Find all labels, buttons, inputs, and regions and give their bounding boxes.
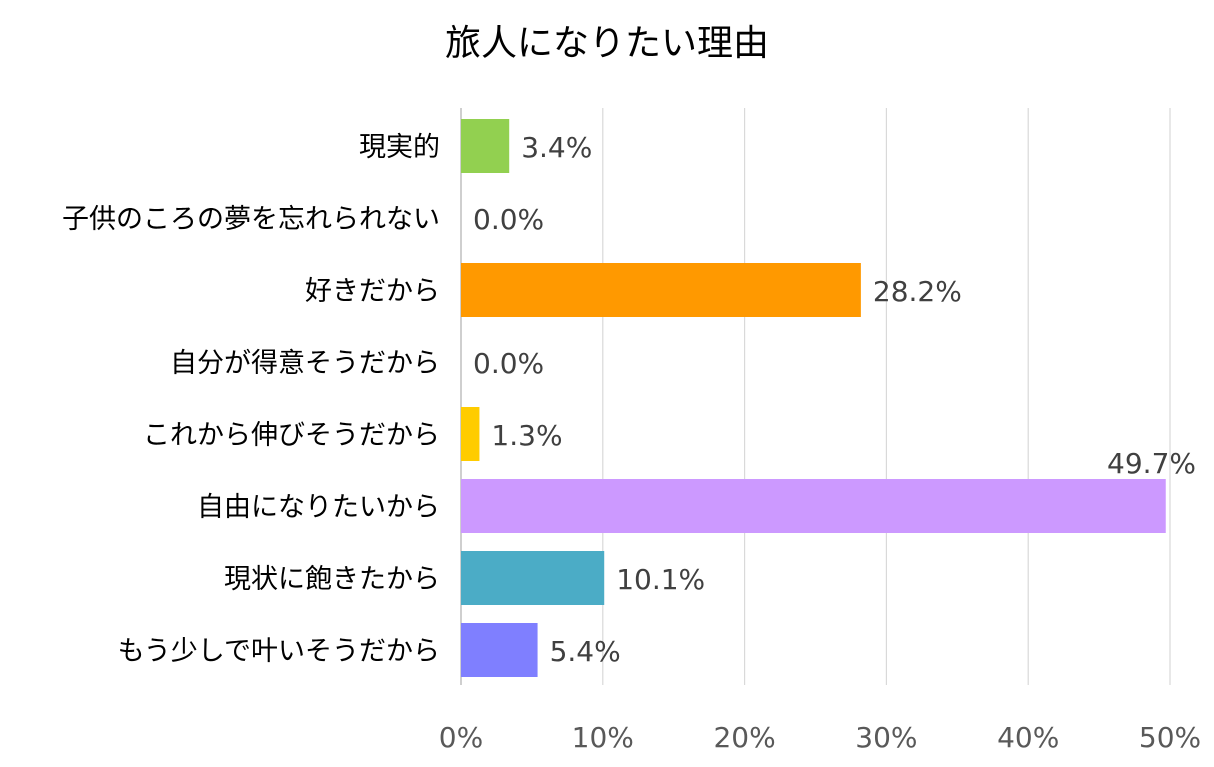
x-tick-label: 20%	[713, 721, 775, 754]
category-label: 自由になりたいから	[197, 492, 440, 523]
category-label: これから伸びそうだから	[143, 420, 440, 451]
category-label: もう少しで叶いそうだから	[118, 636, 440, 667]
x-tick-label: 30%	[855, 721, 917, 754]
x-tick-label: 10%	[572, 721, 634, 754]
data-label: 0.0%	[473, 347, 544, 380]
data-label: 1.3%	[491, 419, 562, 452]
bar	[461, 407, 480, 461]
data-label: 10.1%	[616, 563, 705, 596]
category-label: 子供のころの夢を忘れられない	[62, 204, 440, 235]
data-label: 3.4%	[521, 131, 592, 164]
category-label: 現状に飽きたから	[224, 564, 440, 595]
x-tick-label: 50%	[1139, 721, 1201, 754]
bar	[461, 119, 510, 173]
bar	[461, 551, 605, 605]
category-label: 自分が得意そうだから	[170, 348, 440, 379]
category-label: 好きだから	[305, 276, 440, 307]
bar	[461, 263, 861, 317]
x-tick-label: 0%	[439, 721, 483, 754]
chart-title: 旅人になりたい理由	[444, 23, 769, 64]
data-label: 28.2%	[873, 275, 962, 308]
data-label: 0.0%	[473, 203, 544, 236]
data-label: 49.7%	[1107, 447, 1196, 480]
bar	[461, 479, 1166, 533]
x-tick-label: 40%	[997, 721, 1059, 754]
bar	[461, 623, 538, 677]
data-label: 5.4%	[550, 635, 621, 668]
category-label: 現実的	[359, 132, 440, 163]
